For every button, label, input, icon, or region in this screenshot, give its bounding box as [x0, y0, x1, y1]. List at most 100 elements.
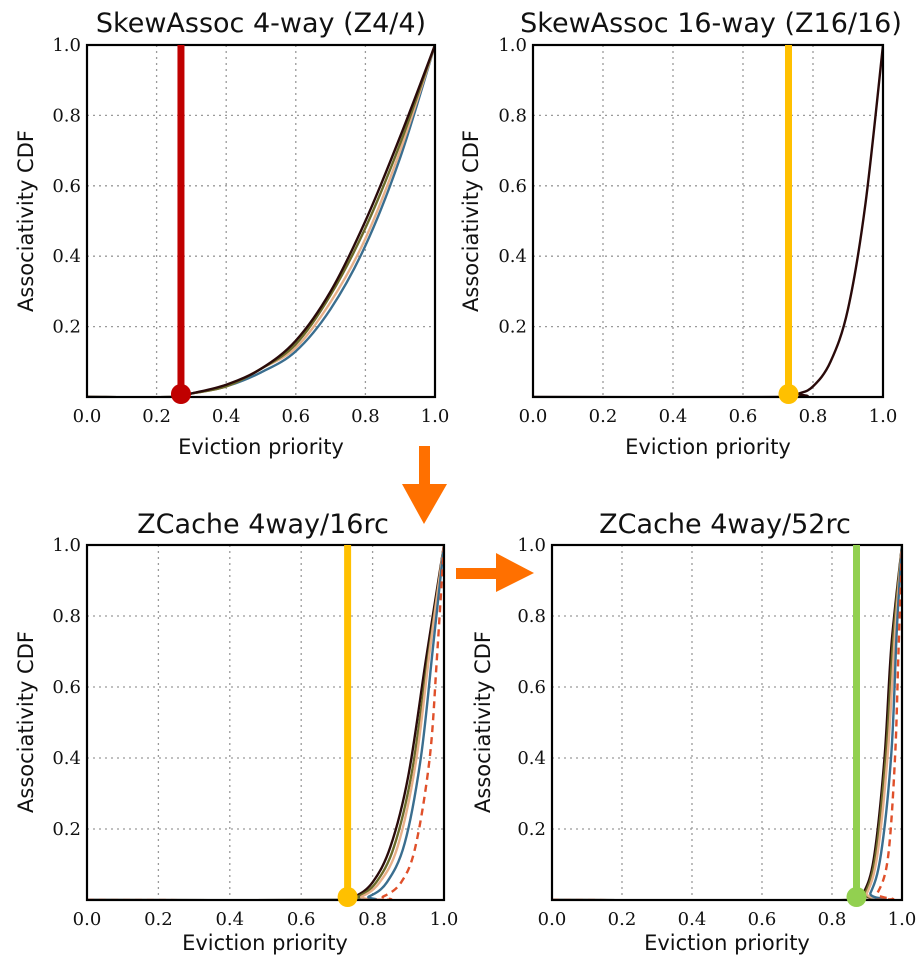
series-line-peach — [87, 45, 435, 397]
marker-dot — [170, 384, 191, 404]
grid — [87, 45, 435, 397]
plot-frame — [550, 543, 904, 902]
right-arrow-icon — [456, 553, 534, 592]
down-arrow-icon — [402, 446, 447, 524]
series-lines — [87, 45, 435, 397]
series-line-dark — [87, 545, 444, 900]
y-tick-label: 0.2 — [52, 819, 81, 840]
grid — [87, 545, 444, 900]
y-tick-label: 0.4 — [517, 748, 546, 769]
x-tick-label: 0.6 — [281, 406, 310, 427]
y-tick-label: 1.0 — [517, 535, 546, 556]
series-line-blue — [87, 45, 435, 397]
x-tick-label: 0.6 — [729, 406, 758, 427]
chart-title: ZCache 4way/16rc — [137, 509, 389, 540]
y-tick-label: 0.2 — [517, 819, 546, 840]
series-line-blue — [87, 545, 444, 900]
series-lines — [533, 45, 883, 397]
x-tick-label: 0.0 — [73, 909, 102, 930]
x-tick-label: 0.6 — [287, 909, 316, 930]
x-tick-label: 1.0 — [421, 406, 450, 427]
threshold-marker — [170, 45, 191, 404]
series-line-blue — [552, 545, 902, 900]
x-tick-label: 1.0 — [888, 909, 916, 930]
y-tick-label: 0.2 — [498, 317, 527, 338]
chart-panel-zcache-52rc: ZCache 4way/52rc Associativity CDF Evict… — [471, 509, 916, 955]
threshold-marker — [337, 545, 358, 907]
grid — [552, 545, 902, 900]
chart-panel-skewassoc-16way: SkewAssoc 16-way (Z16/16) Associativity … — [459, 8, 902, 459]
series-line-dark — [87, 45, 435, 397]
threshold-marker — [846, 545, 867, 907]
chart-title: ZCache 4way/52rc — [599, 509, 851, 540]
grid — [533, 45, 883, 397]
y-tick-label: 0.6 — [52, 176, 81, 197]
tick-labels: 0.0 0.2 0.4 0.6 0.8 1.0 0.2 0.4 0.6 0.8 1.0 — [52, 35, 449, 427]
y-axis-label: Associativity CDF — [471, 631, 495, 813]
x-axis-label: Eviction priority — [625, 435, 791, 459]
x-tick-label: 0.6 — [748, 909, 777, 930]
y-tick-label: 0.4 — [52, 748, 81, 769]
tick-labels: 0.0 0.2 0.4 0.6 0.8 1.0 0.2 0.4 0.6 0.8 1.0 — [498, 35, 897, 427]
x-tick-label: 0.4 — [212, 406, 241, 427]
y-tick-label: 0.4 — [498, 246, 527, 267]
x-tick-label: 0.0 — [73, 406, 102, 427]
series-line-reddash — [87, 545, 444, 900]
series-line-peach — [552, 545, 902, 900]
series-line-dark — [533, 45, 883, 397]
x-tick-label: 0.4 — [678, 909, 707, 930]
threshold-marker — [778, 45, 799, 404]
x-tick-label: 0.2 — [589, 406, 618, 427]
chart-panel-skewassoc-4way: SkewAssoc 4-way (Z4/4) Associativity CDF… — [14, 8, 449, 459]
y-tick-label: 0.8 — [52, 105, 81, 126]
y-tick-label: 0.2 — [52, 317, 81, 338]
x-tick-label: 0.0 — [519, 406, 548, 427]
x-axis-label: Eviction priority — [182, 931, 348, 955]
x-tick-label: 0.8 — [818, 909, 847, 930]
x-tick-label: 0.2 — [142, 406, 171, 427]
plot-frame — [85, 543, 446, 902]
series-line-olive — [87, 45, 435, 397]
x-tick-label: 0.2 — [608, 909, 637, 930]
marker-dot — [778, 384, 799, 404]
x-tick-label: 1.0 — [869, 406, 898, 427]
series-lines — [87, 545, 444, 900]
y-tick-label: 0.4 — [52, 246, 81, 267]
y-tick-label: 0.6 — [517, 677, 546, 698]
x-tick-label: 0.8 — [351, 406, 380, 427]
chart-panel-zcache-16rc: ZCache 4way/16rc Associativity CDF Evict… — [14, 509, 458, 955]
x-axis-label: Eviction priority — [178, 435, 344, 459]
x-tick-label: 0.0 — [538, 909, 567, 930]
series-line-dark — [552, 545, 902, 900]
chart-title: SkewAssoc 16-way (Z16/16) — [520, 8, 902, 39]
y-tick-label: 1.0 — [52, 535, 81, 556]
y-axis-label: Associativity CDF — [14, 631, 38, 813]
y-tick-label: 0.6 — [52, 677, 81, 698]
plot-frame — [531, 43, 885, 399]
x-axis-label: Eviction priority — [644, 931, 810, 955]
y-axis-label: Associativity CDF — [14, 130, 38, 312]
plot-frame — [85, 43, 437, 399]
x-tick-label: 0.4 — [659, 406, 688, 427]
x-tick-label: 0.4 — [215, 909, 244, 930]
marker-dot — [337, 887, 358, 907]
y-tick-label: 0.8 — [52, 606, 81, 627]
x-tick-label: 0.8 — [799, 406, 828, 427]
x-tick-label: 1.0 — [430, 909, 459, 930]
marker-dot — [846, 887, 867, 907]
tick-labels: 0.0 0.2 0.4 0.6 0.8 1.0 0.2 0.4 0.6 0.8 1.0 — [517, 535, 916, 930]
y-tick-label: 1.0 — [52, 35, 81, 56]
series-line-reddash — [552, 545, 902, 900]
chart-title: SkewAssoc 4-way (Z4/4) — [96, 8, 426, 39]
tick-labels: 0.0 0.2 0.4 0.6 0.8 1.0 0.2 0.4 0.6 0.8 1.0 — [52, 535, 458, 930]
x-tick-label: 0.2 — [144, 909, 173, 930]
series-line-olive — [552, 545, 902, 900]
y-axis-label: Associativity CDF — [459, 130, 483, 312]
y-tick-label: 1.0 — [498, 35, 527, 56]
y-tick-label: 0.8 — [498, 105, 527, 126]
x-tick-label: 0.8 — [358, 909, 387, 930]
series-line-peach — [87, 545, 444, 900]
series-lines — [552, 545, 902, 900]
y-tick-label: 0.6 — [498, 176, 527, 197]
